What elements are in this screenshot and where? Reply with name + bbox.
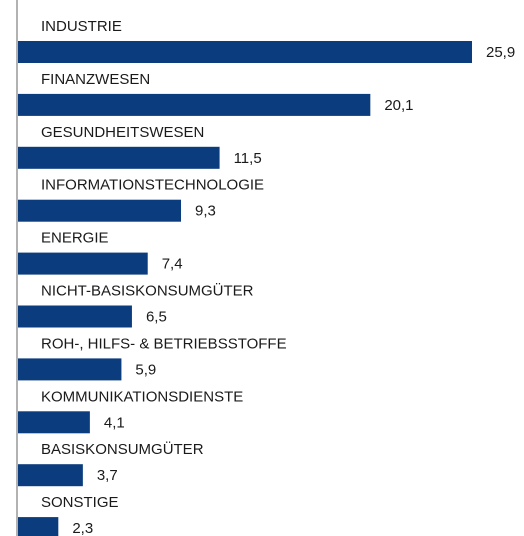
bar: [18, 199, 182, 222]
category-label: BASISKONSUMGÜTER: [41, 440, 204, 458]
category-label: SONSTIGE: [41, 494, 119, 511]
value-label: 6,5: [146, 308, 167, 325]
category-label: ENERGIE: [41, 230, 109, 247]
bar: [18, 464, 83, 487]
value-label: 20,1: [384, 97, 413, 114]
value-label: 9,3: [195, 203, 216, 220]
category-label: INDUSTRIE: [41, 18, 122, 35]
bar: [18, 146, 220, 169]
value-label: 5,9: [135, 361, 156, 378]
bar: [18, 93, 371, 116]
category-label: ROH-, HILFS- & BETRIEBSSTOFFE: [41, 335, 287, 352]
bar: [18, 41, 472, 63]
category-label: NICHT-BASISKONSUMGÜTER: [41, 281, 254, 299]
bar: [18, 305, 132, 328]
value-label: 3,7: [97, 467, 118, 484]
value-label: 11,5: [234, 150, 262, 167]
value-label: 4,1: [104, 414, 125, 431]
category-label: GESUNDHEITSWESEN: [41, 124, 204, 141]
bar: [18, 411, 90, 434]
value-label: 25,9: [486, 44, 515, 61]
bar: [18, 517, 59, 536]
value-label: 2,3: [72, 520, 93, 536]
bar: [18, 358, 122, 381]
value-label: 7,4: [162, 256, 183, 273]
category-label: INFORMATIONSTECHNOLOGIE: [41, 177, 264, 194]
bar: [18, 252, 148, 275]
category-label: FINANZWESEN: [41, 71, 150, 88]
category-label: KOMMUNIKATIONSDIENSTE: [41, 388, 243, 405]
